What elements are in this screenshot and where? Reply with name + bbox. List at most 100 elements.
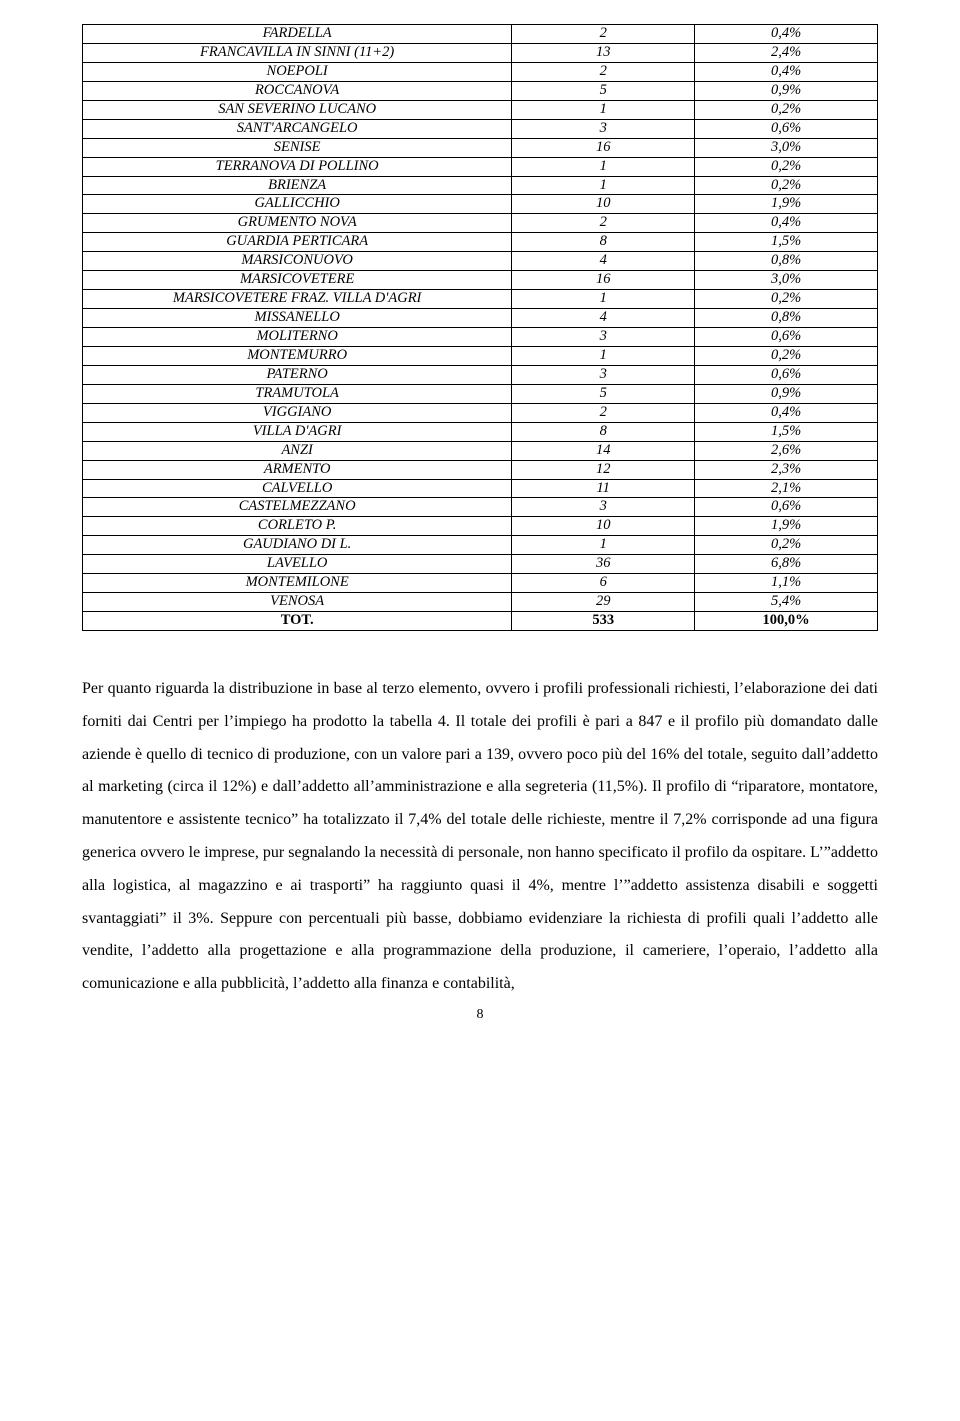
table-row: VILLA D'AGRI81,5%: [83, 422, 878, 441]
table-row: CASTELMEZZANO30,6%: [83, 498, 878, 517]
table-row: MOLITERNO30,6%: [83, 328, 878, 347]
table-row: TERRANOVA DI POLLINO10,2%: [83, 157, 878, 176]
table-row: CORLETO P.101,9%: [83, 517, 878, 536]
row-percent: 0,4%: [695, 403, 878, 422]
table-row: MARSICONUOVO40,8%: [83, 252, 878, 271]
row-value: 10: [512, 517, 695, 536]
row-name: ARMENTO: [83, 460, 512, 479]
row-name: ANZI: [83, 441, 512, 460]
row-name: TERRANOVA DI POLLINO: [83, 157, 512, 176]
row-value: 29: [512, 593, 695, 612]
table-row: GAUDIANO DI L.10,2%: [83, 536, 878, 555]
row-percent: 3,0%: [695, 138, 878, 157]
row-percent: 0,6%: [695, 119, 878, 138]
row-percent: 0,4%: [695, 62, 878, 81]
row-name: VILLA D'AGRI: [83, 422, 512, 441]
row-name: NOEPOLI: [83, 62, 512, 81]
table-row: TOT.533100,0%: [83, 612, 878, 631]
row-percent: 0,4%: [695, 214, 878, 233]
table-row: ANZI142,6%: [83, 441, 878, 460]
row-name: LAVELLO: [83, 555, 512, 574]
row-percent: 2,1%: [695, 479, 878, 498]
paragraph-text: Per quanto riguarda la distribuzione in …: [82, 673, 878, 1001]
row-name: CORLETO P.: [83, 517, 512, 536]
body-paragraph: Per quanto riguarda la distribuzione in …: [82, 673, 878, 1001]
row-value: 3: [512, 328, 695, 347]
row-value: 4: [512, 252, 695, 271]
row-value: 5: [512, 81, 695, 100]
row-value: 2: [512, 403, 695, 422]
row-percent: 0,9%: [695, 81, 878, 100]
row-percent: 0,4%: [695, 25, 878, 44]
row-value: 2: [512, 62, 695, 81]
row-percent: 5,4%: [695, 593, 878, 612]
row-value: 1: [512, 536, 695, 555]
row-name: MARSICOVETERE FRAZ. VILLA D'AGRI: [83, 290, 512, 309]
row-percent: 100,0%: [695, 612, 878, 631]
row-name: VIGGIANO: [83, 403, 512, 422]
row-value: 1: [512, 346, 695, 365]
row-value: 13: [512, 43, 695, 62]
row-percent: 1,9%: [695, 517, 878, 536]
row-percent: 0,9%: [695, 384, 878, 403]
row-name: GAUDIANO DI L.: [83, 536, 512, 555]
row-value: 6: [512, 574, 695, 593]
table-row: LAVELLO366,8%: [83, 555, 878, 574]
row-percent: 2,6%: [695, 441, 878, 460]
table-row: SANT'ARCANGELO30,6%: [83, 119, 878, 138]
row-percent: 0,2%: [695, 157, 878, 176]
row-name: SANT'ARCANGELO: [83, 119, 512, 138]
table-row: PATERNO30,6%: [83, 365, 878, 384]
row-value: 1: [512, 100, 695, 119]
table-row: MONTEMURRO10,2%: [83, 346, 878, 365]
table-row: ROCCANOVA50,9%: [83, 81, 878, 100]
row-name: VENOSA: [83, 593, 512, 612]
row-percent: 2,4%: [695, 43, 878, 62]
row-name: FRANCAVILLA IN SINNI (11+2): [83, 43, 512, 62]
row-percent: 0,8%: [695, 309, 878, 328]
row-percent: 1,9%: [695, 195, 878, 214]
locations-table-body: FARDELLA20,4%FRANCAVILLA IN SINNI (11+2)…: [83, 25, 878, 631]
row-name: MOLITERNO: [83, 328, 512, 347]
row-name: GALLICCHIO: [83, 195, 512, 214]
row-name: TOT.: [83, 612, 512, 631]
row-name: MARSICOVETERE: [83, 271, 512, 290]
table-row: NOEPOLI20,4%: [83, 62, 878, 81]
row-percent: 3,0%: [695, 271, 878, 290]
row-value: 1: [512, 157, 695, 176]
row-percent: 1,1%: [695, 574, 878, 593]
row-value: 3: [512, 119, 695, 138]
table-row: CALVELLO112,1%: [83, 479, 878, 498]
row-percent: 1,5%: [695, 233, 878, 252]
row-value: 8: [512, 233, 695, 252]
row-value: 12: [512, 460, 695, 479]
page-number: 8: [82, 1007, 878, 1022]
row-name: CASTELMEZZANO: [83, 498, 512, 517]
row-value: 8: [512, 422, 695, 441]
row-percent: 0,6%: [695, 365, 878, 384]
row-percent: 6,8%: [695, 555, 878, 574]
row-name: MISSANELLO: [83, 309, 512, 328]
row-value: 1: [512, 290, 695, 309]
table-row: MARSICOVETERE163,0%: [83, 271, 878, 290]
row-name: FARDELLA: [83, 25, 512, 44]
row-name: ROCCANOVA: [83, 81, 512, 100]
row-value: 10: [512, 195, 695, 214]
row-percent: 0,2%: [695, 176, 878, 195]
row-name: PATERNO: [83, 365, 512, 384]
row-percent: 0,8%: [695, 252, 878, 271]
row-value: 533: [512, 612, 695, 631]
table-row: VIGGIANO20,4%: [83, 403, 878, 422]
table-row: GALLICCHIO101,9%: [83, 195, 878, 214]
table-row: MISSANELLO40,8%: [83, 309, 878, 328]
row-name: SAN SEVERINO LUCANO: [83, 100, 512, 119]
table-row: FRANCAVILLA IN SINNI (11+2)132,4%: [83, 43, 878, 62]
locations-table: FARDELLA20,4%FRANCAVILLA IN SINNI (11+2)…: [82, 24, 878, 631]
row-percent: 0,6%: [695, 498, 878, 517]
table-row: GRUMENTO NOVA20,4%: [83, 214, 878, 233]
row-name: GRUMENTO NOVA: [83, 214, 512, 233]
row-value: 14: [512, 441, 695, 460]
row-value: 16: [512, 138, 695, 157]
table-row: TRAMUTOLA50,9%: [83, 384, 878, 403]
row-name: CALVELLO: [83, 479, 512, 498]
